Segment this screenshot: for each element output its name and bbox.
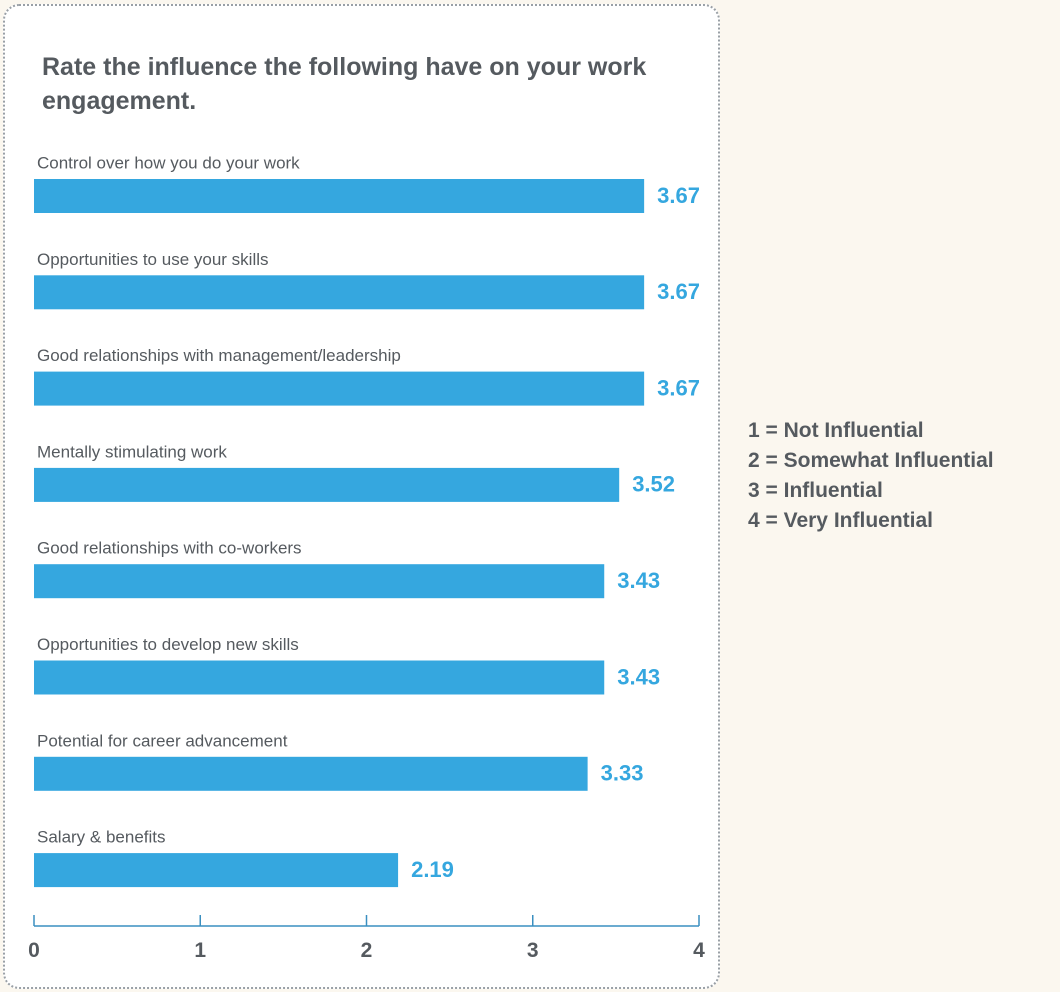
bar	[34, 660, 605, 695]
x-tick-label: 3	[527, 939, 539, 962]
x-tick-label: 4	[693, 939, 705, 962]
legend-item: 1 = Not Influential	[748, 419, 924, 442]
bar	[34, 275, 645, 310]
value-label: 3.43	[617, 664, 660, 689]
category-label: Mentally stimulating work	[37, 442, 227, 461]
chart-title: Rate the influence the following have on…	[42, 53, 647, 115]
bar	[34, 853, 399, 888]
value-label: 3.67	[657, 183, 700, 208]
value-label: 3.67	[657, 375, 700, 400]
legend-item: 2 = Somewhat Influential	[748, 449, 994, 472]
bar	[34, 179, 645, 213]
legend-item: 3 = Influential	[748, 479, 883, 502]
x-tick-label: 2	[361, 939, 373, 962]
bar	[34, 467, 620, 502]
value-label: 3.52	[632, 472, 675, 497]
category-label: Potential for career advancement	[37, 731, 288, 750]
category-label: Salary & benefits	[37, 828, 166, 847]
category-label: Opportunities to develop new skills	[37, 635, 299, 654]
x-tick-label: 0	[28, 939, 40, 962]
value-label: 3.43	[617, 568, 660, 593]
scale-legend: 1 = Not Influential 2 = Somewhat Influen…	[748, 416, 994, 536]
legend-item: 4 = Very Influential	[748, 509, 933, 532]
category-label: Good relationships with co-workers	[37, 539, 302, 558]
bar	[34, 371, 645, 406]
bar	[34, 564, 605, 599]
x-tick-label: 1	[194, 939, 206, 962]
bar	[34, 756, 588, 791]
category-label: Control over how you do your work	[37, 153, 300, 172]
category-label: Opportunities to use your skills	[37, 250, 269, 269]
value-label: 2.19	[411, 857, 454, 882]
value-label: 3.67	[657, 279, 700, 304]
category-label: Good relationships with management/leade…	[37, 346, 401, 365]
value-label: 3.33	[601, 761, 644, 786]
